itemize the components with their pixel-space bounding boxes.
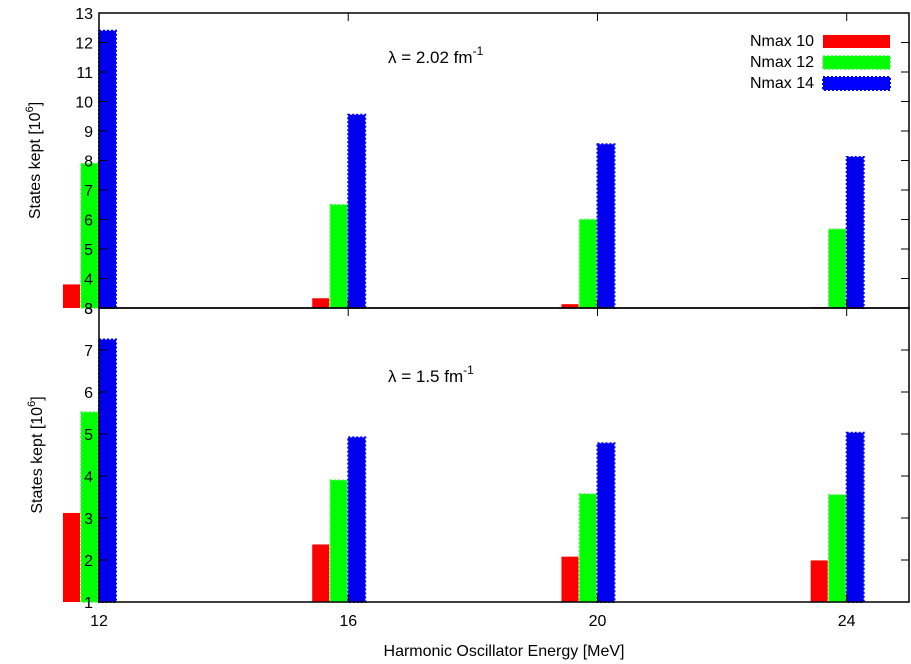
y-tick-label: 5 (84, 242, 93, 259)
y-tick-label: 3 (84, 301, 93, 318)
bar-nmax12-16 (329, 204, 348, 309)
x-tick-label: 16 (339, 613, 357, 630)
y-tick-label: 5 (84, 427, 93, 444)
x-tick-label: 24 (838, 613, 856, 630)
legend-swatch (822, 55, 891, 70)
y-tick-label: 6 (84, 385, 93, 402)
bar-nmax12-20 (578, 493, 598, 603)
bar-nmax10-20 (561, 304, 579, 308)
legend-swatch (823, 35, 890, 48)
y-tick-label: 7 (84, 183, 93, 200)
bar-nmax14-20 (596, 143, 616, 309)
x-tick-label: 20 (589, 613, 607, 630)
legend-label: Nmax 12 (750, 54, 814, 71)
bar-nmax10-20 (561, 556, 579, 602)
lambda-annotation: λ = 1.5 fm-1 (388, 363, 474, 386)
y-tick-label: 4 (84, 469, 93, 486)
bar-nmax14-12 (98, 338, 117, 603)
bar-nmax10-16 (312, 298, 330, 308)
bar-nmax14-20 (596, 442, 616, 603)
bar-nmax14-24 (845, 431, 865, 603)
bar-nmax10-16 (312, 544, 330, 602)
y-tick-label: 2 (84, 553, 93, 570)
y-tick-label: 13 (75, 6, 93, 23)
x-axis-label: Harmonic Oscillator Energy [MeV] (384, 643, 625, 660)
bar-nmax12-24 (827, 494, 847, 603)
bar-nmax12-16 (329, 479, 348, 603)
y-tick-label: 10 (75, 95, 93, 112)
y-axis-label: States kept [106] (24, 102, 44, 219)
y-tick-label: 12 (75, 36, 93, 53)
y-tick-label: 11 (76, 65, 93, 82)
bar-nmax12-24 (827, 228, 847, 309)
legend-label: Nmax 14 (750, 75, 814, 92)
lambda-annotation: λ = 2.02 fm-1 (388, 44, 484, 67)
legend-swatch (822, 76, 891, 91)
bar-nmax12-12 (80, 411, 99, 603)
y-tick-label: 7 (84, 343, 93, 360)
y-tick-label: 1 (84, 595, 93, 612)
bar-nmax14-16 (347, 113, 367, 310)
bar-nmax12-12 (80, 162, 99, 309)
bar-nmax14-16 (347, 436, 367, 603)
y-tick-label: 4 (84, 272, 93, 289)
y-tick-label: 3 (84, 511, 93, 528)
y-tick-label: 6 (84, 213, 93, 230)
x-tick-label: 12 (90, 613, 108, 630)
panel-top: 3 4 5 6 7 8 9 10 11 12 13 States kept [106] λ = 2.02… (24, 6, 910, 318)
bar-nmax10-12 (63, 512, 80, 602)
legend-label: Nmax 10 (750, 33, 814, 50)
bar-nmax12-20 (578, 218, 598, 309)
y-tick-label: 8 (84, 154, 93, 171)
bar-nmax10-12 (63, 284, 80, 308)
bar-nmax10-24 (810, 560, 828, 602)
bar-nmax14-24 (845, 155, 865, 309)
plot-frame (98, 307, 910, 603)
y-tick-label: 9 (84, 124, 93, 141)
y-tick-label: 8 (84, 301, 93, 318)
y-axis-label: States kept [106] (26, 396, 46, 513)
